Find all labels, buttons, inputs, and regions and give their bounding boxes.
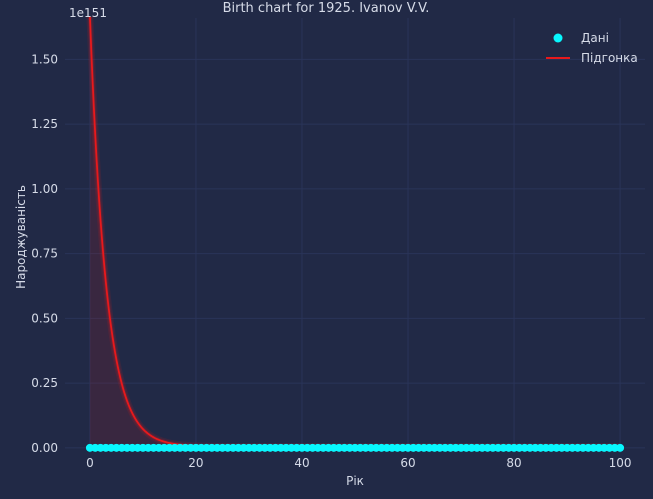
y-tick-label: 0.25 <box>31 376 58 390</box>
y-tick-label: 1.25 <box>31 117 58 131</box>
y-tick-label: 0.00 <box>31 441 58 455</box>
legend: Дані Підгонка <box>546 31 638 65</box>
legend-label-data: Дані <box>581 31 609 45</box>
plot-area <box>65 18 645 453</box>
x-tick-label: 40 <box>294 456 309 470</box>
x-tick-label: 100 <box>609 456 632 470</box>
tick-labels: 0 20 40 60 80 100 0.00 0.25 0.50 0.75 1.00 1.25 1.50 <box>31 52 631 470</box>
x-tick-label: 60 <box>400 456 415 470</box>
legend-label-fit: Підгонка <box>581 51 638 65</box>
y-axis-label: Народжуваність <box>14 185 28 289</box>
y-tick-label: 0.75 <box>31 247 58 261</box>
y-offset-text: 1e151 <box>69 6 107 20</box>
data-points-layer <box>85 443 625 452</box>
grid-lines <box>65 18 645 453</box>
y-tick-label: 1.00 <box>31 182 58 196</box>
legend-marker-data <box>553 33 563 43</box>
y-tick-label: 1.50 <box>31 52 58 66</box>
x-tick-label: 0 <box>86 456 94 470</box>
data-point <box>616 443 625 452</box>
x-tick-label: 80 <box>506 456 521 470</box>
chart-title: Birth chart for 1925. Ivanov V.V. <box>223 1 430 16</box>
x-axis-label: Рік <box>346 474 364 488</box>
y-tick-label: 0.50 <box>31 311 58 325</box>
x-tick-label: 20 <box>188 456 203 470</box>
